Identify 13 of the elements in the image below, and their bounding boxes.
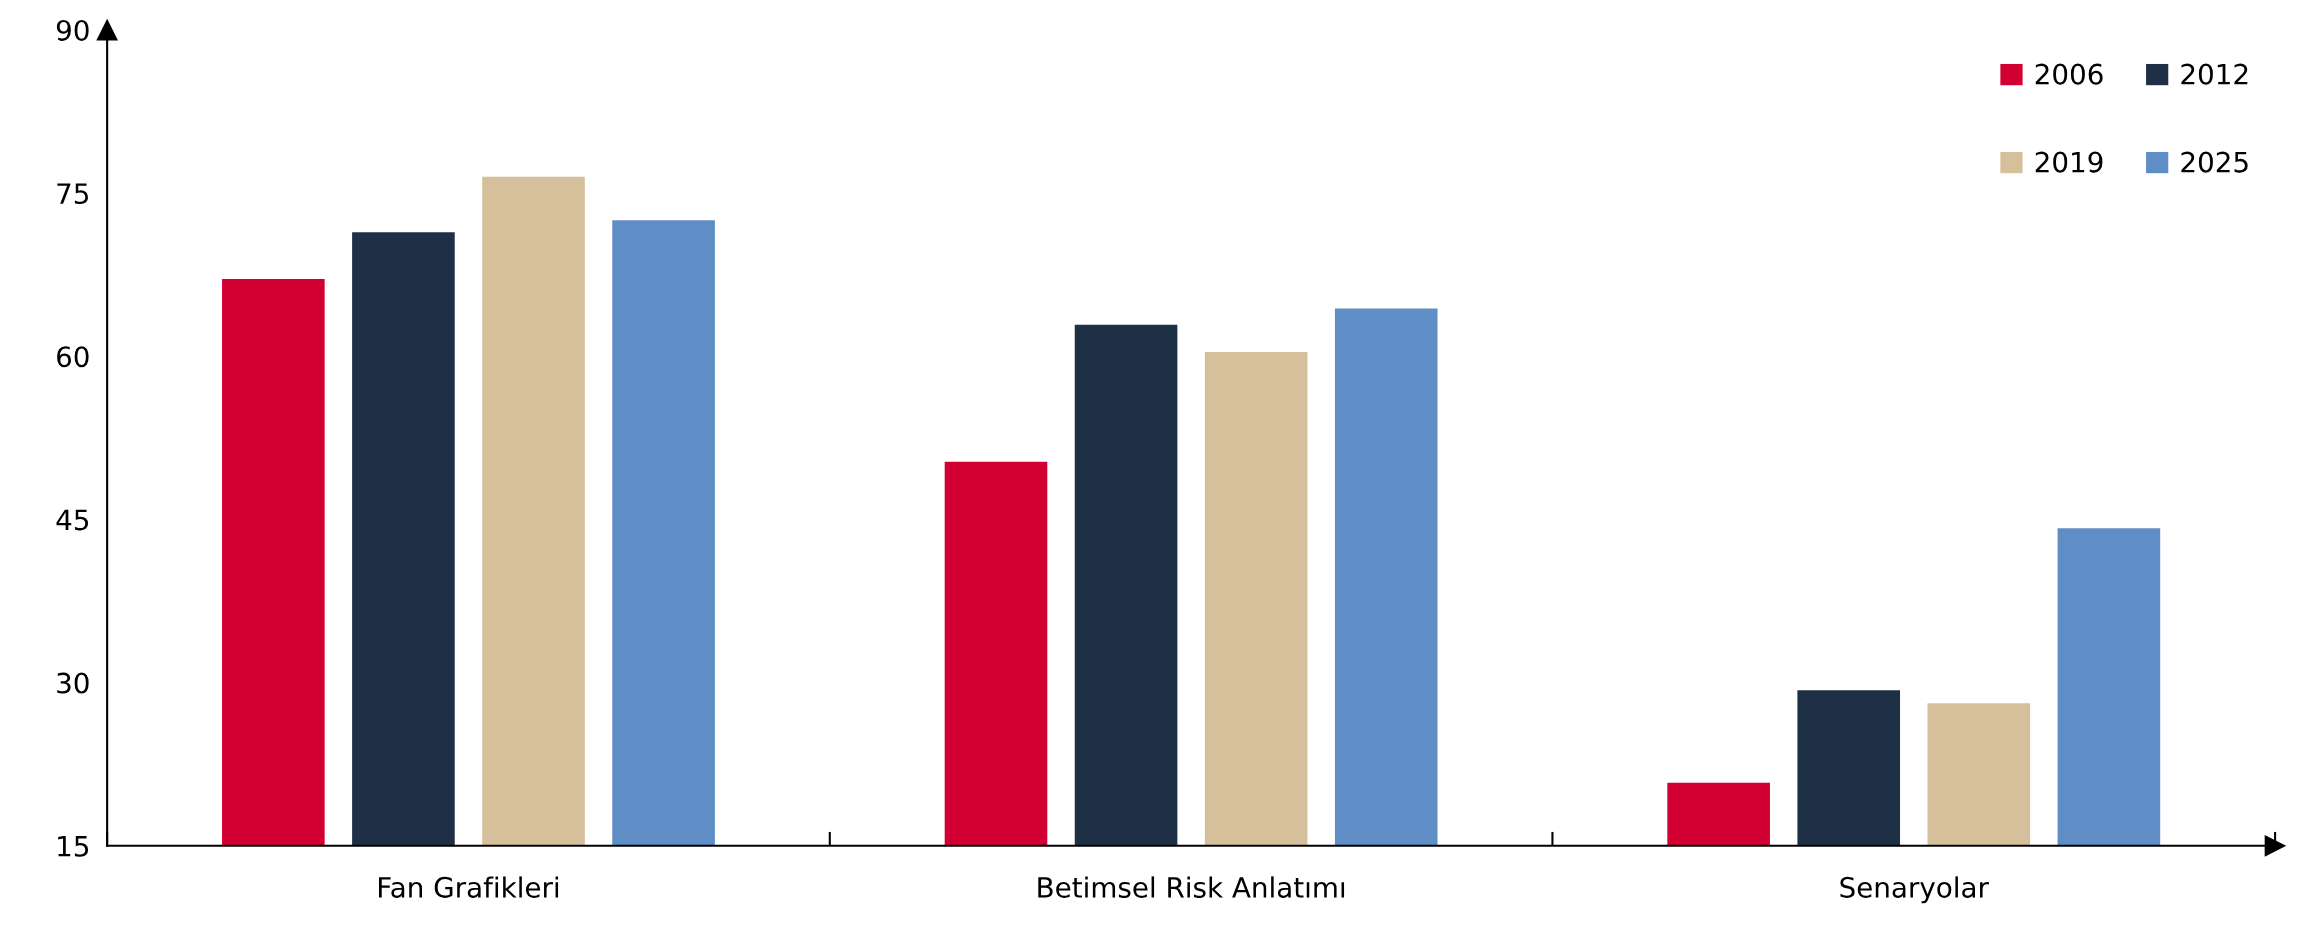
y-tick-label: 30 — [57, 672, 89, 694]
legend-label: 2019 — [2035, 151, 2103, 173]
y-tick-label: 90 — [56, 19, 89, 41]
x-tick-label: Senaryolar — [1840, 876, 1989, 904]
legend-label: 2025 — [2181, 151, 2248, 173]
x-tick-label: Fan Grafikleri — [378, 876, 559, 898]
y-tick-label: 75 — [57, 183, 89, 205]
legend-label: 2006 — [2035, 63, 2103, 85]
y-tick-label: 15 — [58, 836, 89, 857]
y-tick-label: 45 — [56, 509, 89, 531]
legend-label: 2012 — [2181, 63, 2248, 85]
y-tick-label: 60 — [57, 346, 89, 368]
x-tick-label: Betimsel Risk Anlatımı — [1038, 876, 1345, 898]
